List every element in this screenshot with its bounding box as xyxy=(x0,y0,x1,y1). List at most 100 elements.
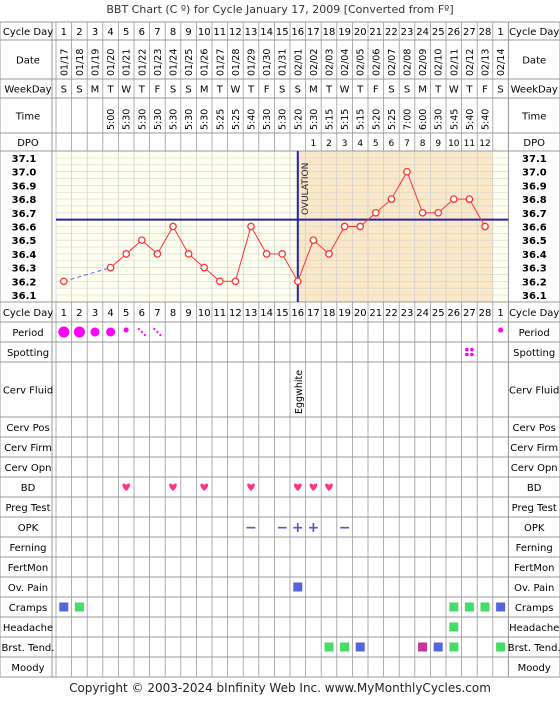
cycle-day-cell: 3 xyxy=(92,308,98,319)
cycle-day-cell: 7 xyxy=(154,308,160,319)
opk-negative-mark: − xyxy=(245,520,257,536)
date-cell: 02/09 xyxy=(418,49,429,76)
dpo-cell: 2 xyxy=(326,139,332,149)
row-label-moody: Moody xyxy=(11,663,44,674)
y-tick-label: 36.6 xyxy=(12,223,37,234)
row-label-period: Period xyxy=(12,328,43,339)
cycle-day-cell: 4 xyxy=(107,27,113,38)
cycle-day-cell: 8 xyxy=(170,27,176,38)
cycle-day-cell: 10 xyxy=(198,27,211,38)
cycle-day-cell: 23 xyxy=(401,27,414,38)
cramps-marker xyxy=(496,602,506,612)
cycle-day-cell: 6 xyxy=(139,308,145,319)
cycle-day-cell: 21 xyxy=(369,27,382,38)
breast-tenderness-marker xyxy=(433,642,443,652)
time-cell: 5:40 xyxy=(465,109,476,130)
row-label-right-period: Period xyxy=(519,328,550,339)
cycle-day-cell: 27 xyxy=(463,27,476,38)
date-cell: 01/22 xyxy=(137,49,148,76)
weekday-cell: M xyxy=(91,85,100,96)
row-label-cycle_day: Cycle Day xyxy=(3,27,53,38)
cycle-day-cell: 9 xyxy=(185,27,191,38)
cycle-day-cell: 18 xyxy=(323,308,336,319)
row-label-right-date: Date xyxy=(522,56,546,67)
time-cell: 5:30 xyxy=(122,109,133,130)
time-cell: 5:30 xyxy=(200,109,211,130)
weekday-cell: T xyxy=(247,85,255,96)
temp-point xyxy=(371,208,380,217)
date-cell: 01/31 xyxy=(278,49,289,76)
time-cell: 5:20 xyxy=(371,109,382,130)
spotting-dot xyxy=(470,347,474,352)
period-medium-dot xyxy=(106,327,116,337)
breast-tenderness-marker xyxy=(324,642,334,652)
y-tick-label-right: 36.2 xyxy=(522,277,547,288)
date-cell: 02/13 xyxy=(481,49,492,76)
weekday-cell: M xyxy=(200,85,209,96)
dpo-cell: 10 xyxy=(448,139,460,149)
temp-segment xyxy=(297,240,314,282)
temp-gap-segment xyxy=(63,267,111,282)
y-tick-label-right: 36.9 xyxy=(522,181,547,192)
dpo-cell: 11 xyxy=(464,139,475,149)
bd-heart-icon xyxy=(309,483,318,491)
row-label-right-weekday: WeekDay xyxy=(511,85,558,96)
breast-tenderness-marker xyxy=(496,642,506,652)
period-spotting-dot xyxy=(159,333,162,337)
row-label-ov_pain: Ov. Pain xyxy=(8,583,48,594)
bd-heart-icon xyxy=(122,483,130,491)
row-label-bd: BD xyxy=(21,483,36,494)
cycle-day-cell: 16 xyxy=(291,27,304,38)
time-cell: 5:25 xyxy=(215,109,226,130)
time-cell: 6:00 xyxy=(418,109,429,130)
date-cell: 01/17 xyxy=(59,49,70,76)
y-tick-label: 36.8 xyxy=(12,195,37,206)
row-label-cerv_opn: Cerv Opn xyxy=(5,463,52,474)
temp-point xyxy=(59,277,68,286)
cycle-day-cell: 20 xyxy=(354,308,367,319)
time-cell: 5:15 xyxy=(340,109,351,130)
chart-title: BBT Chart (C º) for Cycle January 17, 20… xyxy=(106,3,453,16)
row-label-right-brst_tend: Brst. Tend. xyxy=(508,643,560,654)
y-tick-label-right: 37.1 xyxy=(522,154,547,165)
temp-point xyxy=(403,167,411,176)
temp-segment xyxy=(172,226,190,255)
date-cell: 01/19 xyxy=(91,49,102,76)
breast-tenderness-marker xyxy=(449,642,459,652)
opk-positive-mark: + xyxy=(308,520,320,536)
temp-point xyxy=(122,250,131,258)
row-label-right-spotting: Spotting xyxy=(513,348,555,359)
weekday-cell: F xyxy=(482,85,488,96)
date-cell: 02/02 xyxy=(309,49,320,76)
row-label-headache: Headache xyxy=(3,623,53,634)
row-label-opk: OPK xyxy=(18,523,39,534)
temp-point xyxy=(137,236,146,245)
temp-point xyxy=(325,250,333,258)
spotting-dot xyxy=(465,352,469,357)
cycle-day-cell: 3 xyxy=(92,27,98,38)
row-label-cycle_day2: Cycle Day xyxy=(3,308,53,319)
row-label-time: Time xyxy=(15,112,40,123)
opk-negative-mark: − xyxy=(276,520,288,536)
period-medium-dot xyxy=(90,327,100,337)
spotting-dot xyxy=(465,347,469,352)
date-cell: 01/20 xyxy=(106,49,117,76)
row-label-right-time: Time xyxy=(521,112,546,123)
y-tick-label: 36.9 xyxy=(12,181,37,192)
cycle-day-cell: 14 xyxy=(260,27,273,38)
date-cell: 02/06 xyxy=(371,49,382,76)
cycle-day-cell: 2 xyxy=(76,308,82,319)
weekday-cell: F xyxy=(155,85,161,96)
row-label-cerv_pos: Cerv Pos xyxy=(6,423,49,434)
row-label-right-dpo: DPO xyxy=(523,138,545,149)
temp-point xyxy=(262,250,271,258)
time-cell: 5:30 xyxy=(137,109,148,130)
temp-point xyxy=(449,195,458,203)
temp-segment xyxy=(468,198,486,227)
temp-point xyxy=(434,208,443,217)
cramps-marker xyxy=(480,602,490,612)
time-cell: 7:00 xyxy=(403,109,414,130)
temp-point xyxy=(169,222,177,231)
weekday-cell: T xyxy=(465,85,473,96)
weekday-cell: S xyxy=(170,85,176,96)
